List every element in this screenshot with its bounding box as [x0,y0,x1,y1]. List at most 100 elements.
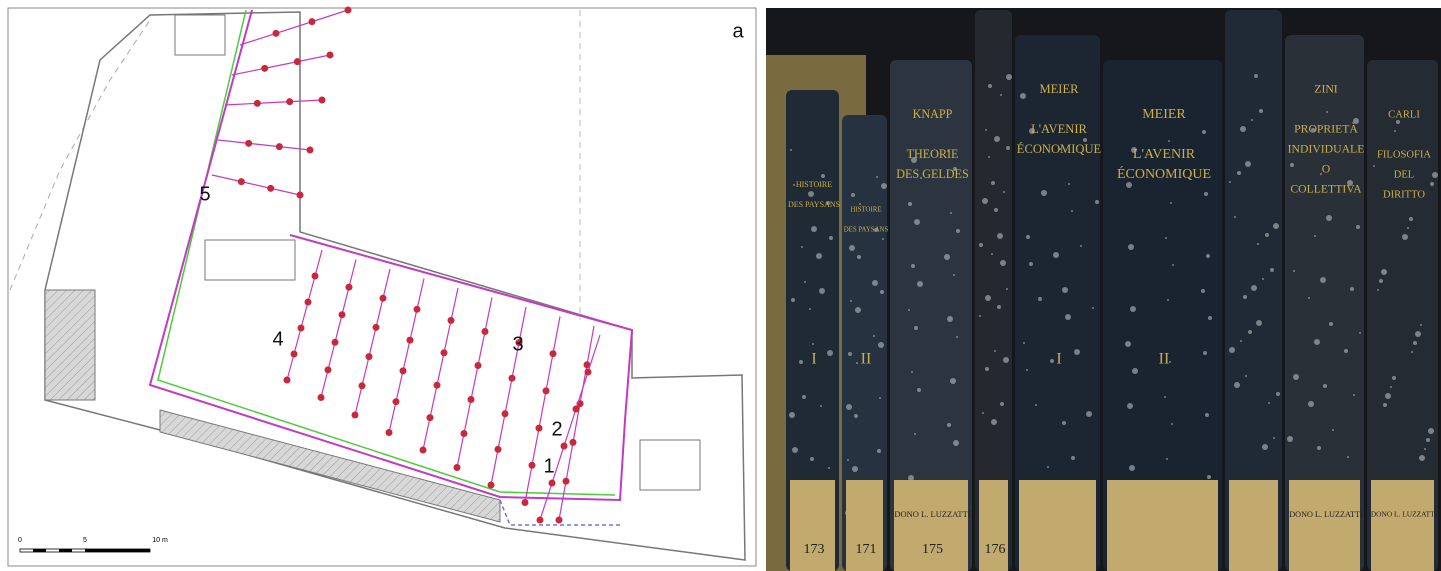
branch [231,54,331,76]
sprinkler [306,146,314,154]
mold-spot [1029,128,1035,134]
mold-spot [1396,120,1400,124]
mold-spot [1385,393,1391,399]
mold-spot [1205,413,1209,417]
mold-spot [1171,423,1173,425]
sprinkler [345,283,353,291]
mold-spot [1169,361,1171,363]
mold-spot [1256,320,1262,326]
mold-spot [1026,369,1028,371]
sprinkler [286,98,294,106]
branch [320,259,357,398]
mold-spot [1413,341,1417,345]
mold-spot [1251,119,1253,121]
sprinkler [275,143,283,151]
mold-spot [1170,202,1172,204]
spine-title: DIRITTO [1383,189,1425,200]
mold-spot [1234,382,1240,388]
sprinkler [351,411,359,419]
mold-spot [1268,402,1270,404]
mold-spot [1020,93,1026,99]
mold-spot [956,229,960,233]
mold-spot [1165,237,1167,239]
mold-spot [882,238,884,240]
mold-spot [1068,183,1070,185]
mold-spot [953,167,957,171]
mold-spot [859,203,861,205]
sprinkler [331,338,339,346]
mold-spot [1086,411,1092,417]
sprinkler [344,6,352,14]
mold-spot [846,404,852,410]
spine-author: ZINI [1314,83,1337,96]
sprinkler [528,461,536,469]
wall-strip [44,289,96,401]
mold-spot [1000,260,1006,266]
mold-spot [1320,173,1322,175]
mold-spot [917,281,923,287]
mold-spot [1356,225,1360,229]
sprinkler [317,394,325,401]
mold-spot [979,243,983,247]
sprinkler [440,349,448,357]
mold-spot [991,419,997,425]
mold-spot [793,184,795,186]
mold-spot [1062,287,1068,293]
mold-spot [908,202,912,206]
mold-spot [1203,351,1207,355]
mold-spot [790,149,792,151]
mold-spot [950,378,956,384]
mold-spot [801,246,803,248]
mold-spot [1166,458,1168,460]
sprinkler [508,374,516,382]
spine-title: ÉCONOMIQUE [1117,165,1211,182]
mold-spot [1293,374,1299,380]
mold-spot [1095,200,1099,204]
sprinkler [501,410,509,418]
sprinkler [379,294,387,302]
spine-mark: 175 [922,542,943,557]
mold-spot [985,129,987,131]
shelf-label [790,480,835,571]
mold-spot [1293,270,1295,272]
spine-author: MEIER [1039,82,1079,96]
sprinkler [283,376,291,384]
mold-spot [1047,466,1049,468]
mold-spot [1329,322,1333,326]
spine-title: L'AVENIR [1133,147,1196,162]
mold-spot [856,362,858,364]
book-spine [890,60,972,571]
spine-title: HISTOIRE [796,180,832,189]
spine-title: HISTOIRE [850,207,881,214]
mold-spot [799,360,803,364]
sprinkler [560,442,568,450]
room [639,439,701,491]
mold-spot [1074,349,1080,355]
book-spine [1285,35,1364,571]
sprinkler [365,353,373,361]
mold-spot [1003,191,1005,193]
spine-title: FILOSOFIA [1377,149,1431,160]
spine-title: L'AVENIR [1031,122,1087,136]
mold-spot [828,467,830,469]
mold-spot [829,236,833,240]
sprinkler [584,368,592,376]
shaft [174,14,226,56]
mold-spot [1350,287,1354,291]
spine-volume: II [861,351,872,368]
mold-spot [956,336,958,338]
sprinkler [494,445,502,453]
sprinkler-branches [211,6,601,524]
spine-author: MEIER [1142,107,1186,122]
mold-spot [988,84,992,88]
sprinkler [290,350,298,358]
mold-spot [1168,140,1170,142]
wall-strip [159,409,501,523]
spine-mark: 171 [856,542,877,557]
mold-spot [826,201,830,205]
mold-spot [1353,394,1355,396]
mold-spot [1432,172,1438,178]
pipe-secondary [499,499,620,526]
spine-dono: DONO L. LUZZATTI [1371,510,1438,519]
mold-spot [1128,244,1134,250]
